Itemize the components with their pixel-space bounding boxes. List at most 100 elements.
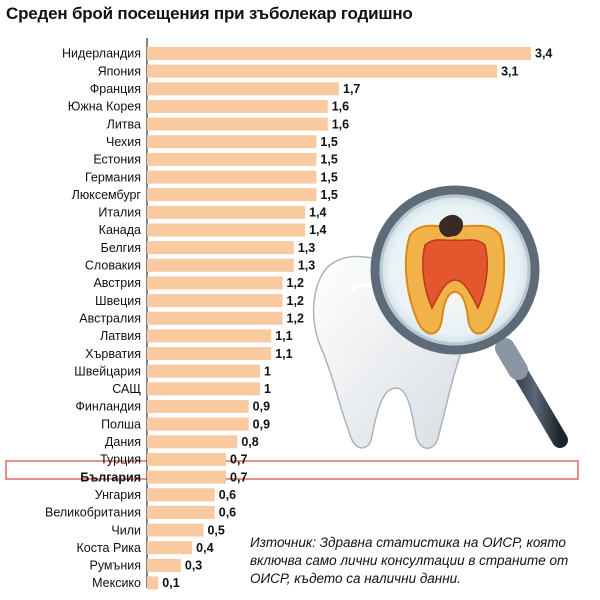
value-label-28: 0,5 (207, 523, 224, 537)
bar-8 (147, 170, 317, 184)
value-label-26: 0,6 (219, 488, 236, 502)
bar-1 (147, 47, 531, 60)
bar-9 (147, 188, 317, 202)
value-label-24: 0,7 (230, 453, 247, 467)
bar-5 (147, 117, 328, 131)
bar-24 (147, 452, 227, 466)
bar-29 (147, 541, 193, 555)
value-label-20: 1 (264, 382, 271, 396)
category-label-11: Канада (99, 223, 141, 237)
category-label-29: Коста Рика (76, 541, 141, 555)
category-label-8: Германия (85, 170, 141, 184)
bar-15 (147, 294, 283, 308)
category-label-3: Франция (90, 82, 141, 96)
value-label-29: 0,4 (196, 541, 213, 555)
value-label-11: 1,4 (309, 223, 326, 237)
value-label-21: 0,9 (253, 400, 270, 414)
bar-7 (147, 152, 317, 166)
category-label-28: Чили (111, 523, 141, 537)
category-label-15: Швеция (95, 294, 141, 308)
category-label-24: Турция (100, 453, 141, 467)
value-label-23: 0,8 (241, 435, 258, 449)
bar-13 (147, 258, 294, 272)
source-label: Източник (250, 535, 313, 550)
bar-25 (147, 470, 227, 484)
value-label-8: 1,5 (320, 170, 337, 184)
value-label-9: 1,5 (320, 188, 337, 202)
category-label-16: Австралия (79, 311, 141, 325)
category-label-5: Литва (107, 117, 141, 131)
bar-12 (147, 241, 294, 255)
value-label-17: 1,1 (275, 329, 292, 343)
tooth-magnifier-illustration (312, 185, 568, 449)
value-label-18: 1,1 (275, 347, 292, 361)
category-label-31: Мексико (92, 576, 141, 590)
value-label-1: 3,4 (535, 47, 552, 61)
category-label-7: Естония (93, 153, 141, 167)
bar-2 (147, 64, 498, 78)
category-label-23: Дания (105, 435, 141, 449)
value-label-16: 1,2 (287, 311, 304, 325)
magnifying-glass-icon (370, 185, 568, 448)
value-label-22: 0,9 (253, 417, 270, 431)
category-label-18: Хърватия (85, 347, 141, 361)
category-label-14: Австрия (93, 276, 141, 290)
category-label-10: Италия (98, 206, 141, 220)
bar-30 (147, 558, 181, 572)
bar-31 (147, 576, 159, 590)
category-label-27: Великобритания (45, 506, 141, 520)
bar-22 (147, 417, 249, 431)
category-label-26: Унгария (95, 488, 141, 502)
value-label-19: 1 (264, 364, 271, 378)
category-label-22: Полша (101, 417, 141, 431)
value-label-25: 0,7 (230, 470, 247, 484)
category-label-4: Южна Корея (68, 100, 141, 114)
bar-16 (147, 311, 283, 325)
value-label-10: 1,4 (309, 206, 326, 220)
bar-14 (147, 276, 283, 290)
highlight-row-frame (5, 460, 579, 480)
value-label-7: 1,5 (320, 153, 337, 167)
bar-28 (147, 523, 204, 537)
bar-3 (147, 82, 339, 96)
bar-23 (147, 435, 238, 449)
source-text: : Здравна статистика на ОИСР, която вклю… (250, 535, 569, 586)
value-label-13: 1,3 (298, 259, 315, 273)
value-label-2: 3,1 (501, 64, 518, 78)
value-label-15: 1,2 (287, 294, 304, 308)
value-label-5: 1,6 (332, 117, 349, 131)
category-label-2: Япония (98, 64, 141, 78)
bar-11 (147, 223, 306, 237)
bar-18 (147, 347, 272, 361)
bar-6 (147, 135, 317, 149)
category-label-6: Чехия (106, 135, 141, 149)
category-label-25: България (80, 470, 141, 484)
value-label-6: 1,5 (320, 135, 337, 149)
category-label-9: Люксембург (72, 188, 142, 202)
value-label-30: 0,3 (185, 559, 202, 573)
category-label-13: Словакия (85, 259, 141, 273)
category-label-20: САЩ (112, 382, 141, 396)
value-label-27: 0,6 (219, 506, 236, 520)
value-label-31: 0,1 (162, 576, 179, 590)
bar-10 (147, 205, 306, 219)
bar-4 (147, 99, 328, 113)
category-label-21: Финландия (75, 400, 141, 414)
bar-27 (147, 505, 215, 519)
value-label-3: 1,7 (343, 82, 360, 96)
bar-17 (147, 329, 272, 343)
category-label-1: Нидерландия (62, 47, 141, 61)
category-label-19: Швейцария (74, 364, 141, 378)
category-label-17: Латвия (100, 329, 141, 343)
chart-title: Среден брой посещения при зъболекар годи… (6, 4, 413, 23)
bar-26 (147, 488, 215, 502)
value-label-4: 1,6 (332, 100, 349, 114)
category-label-30: Румъния (89, 559, 141, 573)
source-note: Източник: Здравна статистика на ОИСР, ко… (250, 534, 590, 588)
value-label-14: 1,2 (287, 276, 304, 290)
bar-19 (147, 364, 260, 378)
bar-20 (147, 382, 260, 396)
bar-21 (147, 400, 249, 413)
category-label-12: Белгия (101, 241, 141, 255)
